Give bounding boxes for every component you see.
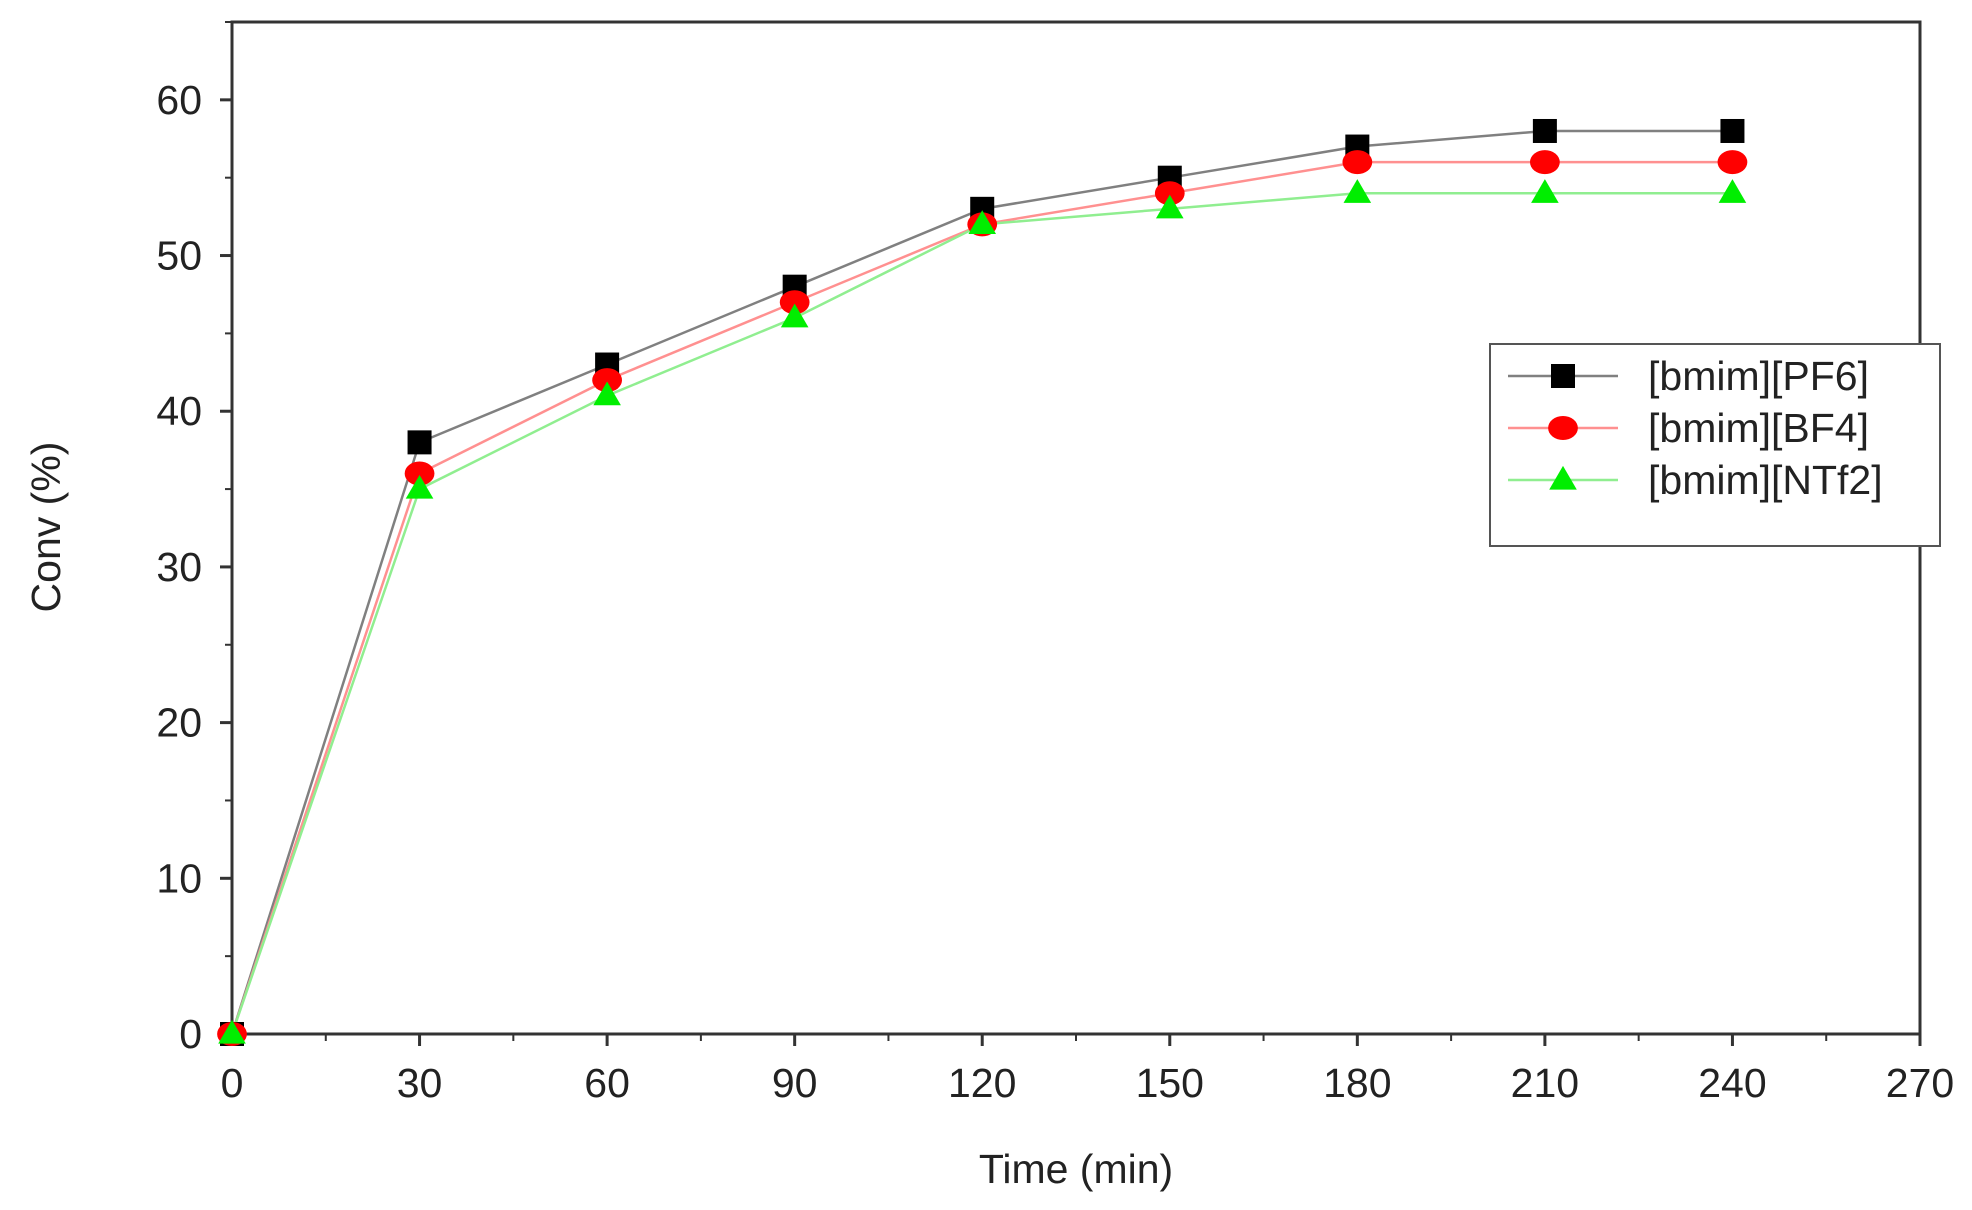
y-tick-label: 10 [156, 855, 202, 901]
data-point [593, 381, 621, 406]
series-line [230, 192, 1733, 1035]
data-point [1154, 181, 1185, 206]
x-tick-label: 90 [772, 1060, 818, 1106]
x-tick-label: 240 [1698, 1060, 1766, 1106]
legend-marker [1548, 416, 1578, 440]
y-tick-label: 0 [179, 1011, 202, 1057]
data-point [780, 303, 809, 328]
y-tick-label: 40 [156, 388, 202, 434]
x-tick-label: 150 [1136, 1060, 1204, 1106]
legend-label: [bmim][NTf2] [1648, 457, 1883, 503]
data-point [1531, 179, 1559, 203]
series-2-points [217, 150, 1748, 1046]
x-tick-label: 270 [1886, 1060, 1954, 1106]
series-layer [217, 118, 1748, 1046]
data-point [1720, 118, 1745, 143]
data-point [1530, 150, 1560, 175]
legend-label: [bmim][PF6] [1648, 353, 1869, 399]
x-tick-label: 180 [1323, 1060, 1391, 1106]
data-point [1717, 150, 1748, 175]
y-axis-title: Conv (%) [23, 442, 69, 613]
data-point [405, 474, 434, 499]
data-point [407, 430, 432, 455]
data-point [1342, 150, 1373, 175]
legend-item: [bmim][PF6] [1508, 353, 1869, 399]
x-tick-label: 120 [948, 1060, 1016, 1106]
x-tick-label: 30 [397, 1060, 443, 1106]
x-axis-ticks: 0 30 60 90 120 150 180 210 240 270 [221, 1034, 1954, 1106]
legend: [bmim][PF6] [bmim][BF4] [bmim][NTf2] [1489, 343, 1941, 547]
data-point [1718, 179, 1747, 203]
legend-item: [bmim][NTf2] [1508, 457, 1883, 503]
series-3 [230, 192, 1733, 1035]
series-line [230, 129, 1733, 1035]
legend-label: [bmim][BF4] [1648, 405, 1869, 451]
data-point [968, 210, 997, 234]
y-tick-label: 20 [156, 700, 202, 746]
series-3-points [218, 179, 1747, 1044]
legend-marker [1551, 364, 1575, 388]
data-point [592, 368, 622, 393]
series-1 [230, 129, 1733, 1035]
data-point [1343, 179, 1372, 203]
legend-item: [bmim][BF4] [1508, 405, 1869, 451]
data-point [1155, 194, 1184, 219]
series-2 [230, 160, 1733, 1035]
y-tick-label: 60 [156, 77, 202, 123]
series-1-points [220, 118, 1745, 1046]
legend-items: [bmim][PF6] [bmim][BF4] [bmim][NTf2] [1508, 353, 1883, 503]
y-tick-label: 30 [156, 544, 202, 590]
series-line [230, 160, 1733, 1035]
x-tick-label: 0 [221, 1060, 244, 1106]
data-point [1532, 118, 1557, 143]
y-tick-label: 50 [156, 233, 202, 279]
data-point [404, 461, 435, 486]
y-axis-ticks: 0 10 20 30 40 50 60 [156, 21, 232, 1057]
x-tick-label: 60 [584, 1060, 630, 1106]
legend-marker [1549, 465, 1577, 490]
x-axis-title: Time (min) [979, 1146, 1173, 1192]
x-tick-label: 210 [1511, 1060, 1579, 1106]
data-point [779, 290, 810, 315]
data-point [218, 1019, 246, 1044]
